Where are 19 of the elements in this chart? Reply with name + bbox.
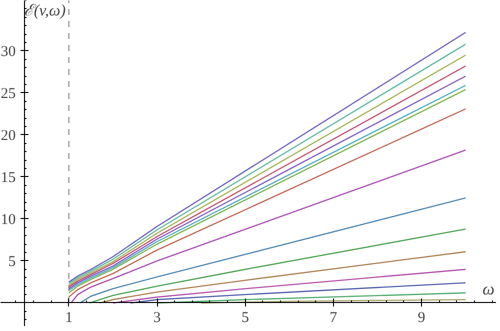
y-tick-label: 15 xyxy=(0,170,16,186)
y-tick-label: 20 xyxy=(0,128,16,144)
line-series xyxy=(99,251,466,304)
line-series xyxy=(70,149,466,304)
y-tick-label: 25 xyxy=(0,86,16,102)
y-tick-label: 10 xyxy=(0,212,16,228)
y-axis-title: ℰ(v,ω) xyxy=(24,2,66,20)
y-tick-label: 5 xyxy=(8,254,16,270)
line-series xyxy=(112,268,466,304)
x-tick-label: 5 xyxy=(241,310,249,326)
x-tick-label: 7 xyxy=(330,310,338,326)
x-tick-label: 9 xyxy=(418,310,426,326)
line-series xyxy=(79,197,466,304)
x-tick-label: 1 xyxy=(65,310,73,326)
line-series xyxy=(88,228,466,304)
x-axis-title: ω xyxy=(482,279,495,298)
x-tick-label: 3 xyxy=(153,310,161,326)
line-series xyxy=(130,282,466,304)
y-tick-label: 30 xyxy=(0,44,16,60)
